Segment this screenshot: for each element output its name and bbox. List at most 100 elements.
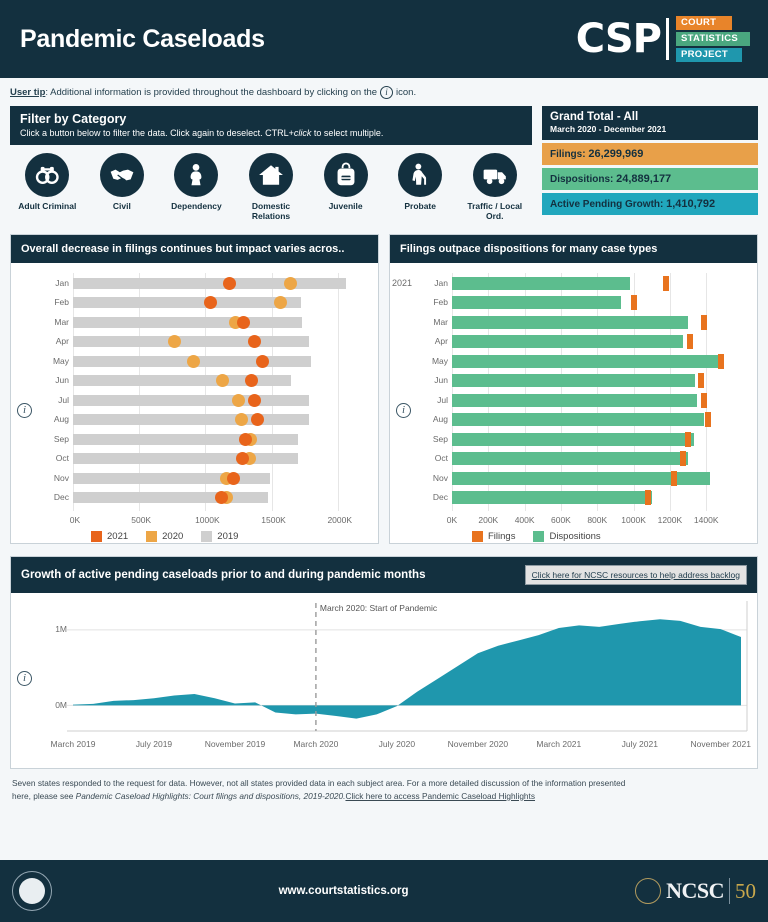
x-axis-tick-label: July 2019 — [135, 738, 173, 749]
reference-bar-2019 — [73, 297, 301, 309]
data-point-2021[interactable] — [222, 276, 236, 290]
user-tip-text: : Additional information is provided thr… — [45, 86, 378, 98]
legend-item[interactable]: Filings — [472, 530, 515, 542]
growth-chart-canvas[interactable]: i March 2020: Start of Pandemic 0M 1M March… — [11, 592, 757, 768]
x-axis-tick-label: 1500K — [261, 514, 286, 525]
filings-marker[interactable] — [701, 314, 708, 330]
csp-chip-stack: COURT STATISTICS PROJECT — [676, 16, 750, 62]
y-axis-tick-label: Dec — [432, 492, 448, 503]
gridline — [597, 272, 599, 511]
y-axis-tick-label: Mar — [433, 316, 448, 327]
dispositions-bar[interactable] — [452, 354, 719, 368]
growth-chart-header: Growth of active pending caseloads prior… — [11, 556, 757, 593]
filings-marker[interactable] — [679, 451, 686, 467]
filings-marker[interactable] — [630, 295, 637, 311]
filter-button-traffic-local-ord[interactable]: Traffic / Local Ord. — [457, 153, 532, 222]
dispositions-bar[interactable] — [452, 432, 694, 446]
dispositions-bar[interactable] — [452, 471, 710, 485]
footer-url[interactable]: www.courtstatistics.org — [278, 885, 409, 897]
data-point-2021[interactable] — [237, 315, 251, 329]
reference-bar-2019 — [73, 394, 309, 406]
data-point-2021[interactable] — [238, 432, 252, 446]
filter-button-domestic-relations[interactable]: Domestic Relations — [234, 153, 309, 222]
dispositions-bar[interactable] — [452, 491, 652, 505]
dispositions-bar[interactable] — [452, 452, 689, 466]
filter-label: Traffic / Local Ord. — [467, 201, 523, 221]
legend-item[interactable]: 2019 — [201, 530, 238, 542]
data-point-2020[interactable] — [186, 354, 200, 368]
filter-and-totals-row: Filter by Category Click a button below … — [0, 106, 768, 222]
filings-marker[interactable] — [686, 334, 693, 350]
filings-marker[interactable] — [697, 373, 704, 389]
data-point-2021[interactable] — [255, 354, 269, 368]
legend-item[interactable]: Dispositions — [533, 530, 601, 542]
dot-plot-canvas[interactable]: i 0K 500K 1000K 1500K 2000K Jan Feb Mar Apr May Ju… — [11, 262, 378, 543]
data-point-2020[interactable] — [231, 393, 245, 407]
data-point-2021[interactable] — [247, 335, 261, 349]
grand-total-date-range: March 2020 - December 2021 — [550, 124, 667, 134]
court-seal-logo — [12, 871, 52, 911]
legend-swatch — [472, 530, 483, 542]
data-point-2020[interactable] — [274, 296, 288, 310]
filter-button-juvenile[interactable]: Juvenile — [308, 153, 383, 222]
dispositions-bar[interactable] — [452, 374, 696, 388]
filter-button-adult-criminal[interactable]: Adult Criminal — [10, 153, 85, 222]
info-icon[interactable]: i — [17, 402, 32, 418]
filings-marker[interactable] — [701, 392, 708, 408]
data-point-2021[interactable] — [250, 413, 264, 427]
reference-bar-2019 — [73, 453, 299, 465]
y-axis-tick-label: Sep — [432, 433, 448, 444]
legend-item[interactable]: 2020 — [146, 530, 183, 542]
bar-chart-canvas[interactable]: i 0K 200K 400K 600K 800K 1000K 1200K 1400K 2021 J… — [390, 262, 757, 543]
x-axis-tick-label: November 2019 — [204, 738, 266, 749]
filings-marker[interactable] — [663, 275, 670, 291]
info-icon[interactable]: i — [396, 402, 411, 418]
footnote-link[interactable]: Click here to access Pandemic Caseload H… — [345, 790, 536, 801]
data-point-2021[interactable] — [235, 452, 249, 466]
data-point-2020[interactable] — [216, 374, 230, 388]
data-point-2020[interactable] — [234, 413, 248, 427]
data-point-2021[interactable] — [245, 374, 259, 388]
filings-marker[interactable] — [717, 353, 724, 369]
filings-marker[interactable] — [685, 431, 692, 447]
filter-header: Filter by Category Click a button below … — [10, 106, 532, 145]
legend-swatch — [146, 530, 158, 542]
grand-total-panel: Grand Total - All March 2020 - December … — [542, 106, 758, 222]
data-point-2021[interactable] — [214, 491, 228, 505]
handshake-icon — [99, 153, 144, 197]
gridline — [337, 272, 339, 511]
reference-bar-2019 — [73, 492, 268, 504]
data-point-2020[interactable] — [283, 276, 297, 290]
filings-marker[interactable] — [645, 490, 652, 506]
y-axis-tick-label: Apr — [434, 336, 448, 347]
dispositions-bar[interactable] — [452, 276, 630, 290]
dispositions-bar[interactable] — [452, 413, 705, 427]
filter-button-dependency[interactable]: Dependency — [159, 153, 234, 222]
info-icon[interactable]: i — [380, 85, 394, 99]
dispositions-bar[interactable] — [452, 296, 621, 310]
filings-marker[interactable] — [705, 412, 712, 428]
data-point-2021[interactable] — [204, 296, 218, 310]
footnote: Seven states responded to the request fo… — [0, 769, 768, 810]
x-axis-tick-label: 200K — [478, 514, 499, 525]
filter-button-civil[interactable]: Civil — [85, 153, 160, 222]
dispositions-bar[interactable] — [452, 315, 689, 329]
csp-chip-statistics: STATISTICS — [676, 32, 750, 46]
dispositions-bar[interactable] — [452, 393, 698, 407]
ncsc-wordmark: NCSC — [666, 878, 724, 903]
data-point-2021[interactable] — [247, 393, 261, 407]
filings-marker[interactable] — [670, 470, 677, 486]
data-point-2021[interactable] — [226, 471, 240, 485]
dispositions-value: 24,889,177 — [616, 173, 672, 185]
user-tip-bar: User tip : Additional information is pro… — [0, 78, 768, 106]
ncsc-resources-button[interactable]: Click here for NCSC resources to help ad… — [524, 564, 747, 585]
active-pending-area[interactable] — [73, 618, 741, 719]
info-icon[interactable]: i — [17, 670, 32, 686]
filter-button-probate[interactable]: Probate — [383, 153, 458, 222]
backpack-icon — [323, 153, 368, 197]
y-axis-tick-label: 0M — [55, 699, 67, 710]
legend-item[interactable]: 2021 — [91, 530, 128, 542]
gridline — [205, 272, 207, 511]
dispositions-bar[interactable] — [452, 335, 683, 349]
data-point-2020[interactable] — [168, 335, 182, 349]
